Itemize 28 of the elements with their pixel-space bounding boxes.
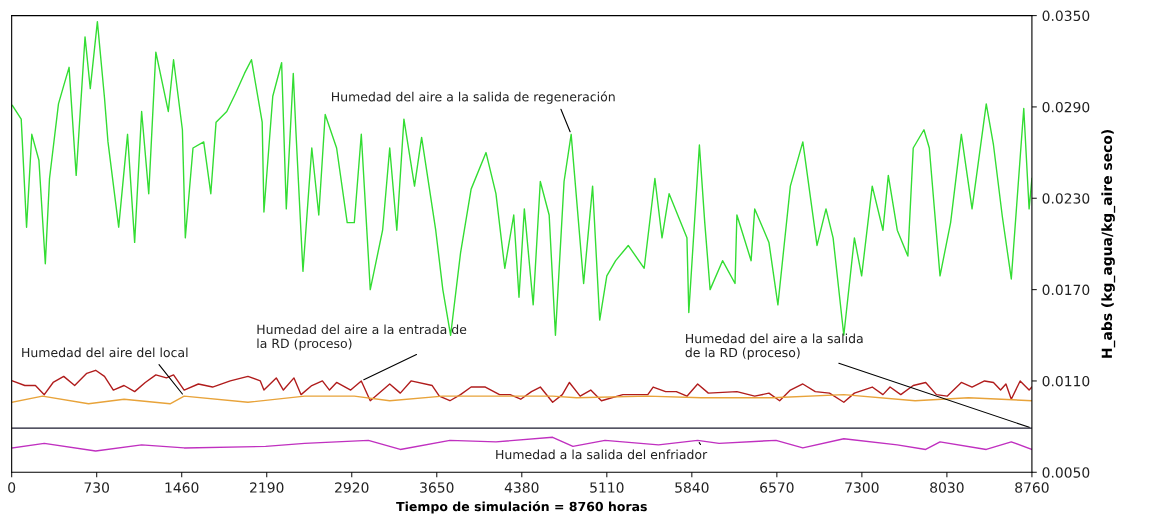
x-axis-title: Tiempo de simulación = 8760 horas xyxy=(396,501,647,514)
text: Humedad del aire a la entrada de la RD (proceso) xyxy=(257,324,467,351)
x-tick-label: 3650 xyxy=(420,482,454,493)
x-tick-label: 1460 xyxy=(165,482,199,493)
x-tick-label: 0 xyxy=(8,482,16,493)
x-tick-label: 2190 xyxy=(250,482,284,493)
y-tick-label: 0.0230 xyxy=(1042,193,1090,204)
x-tick-label: 730 xyxy=(84,482,110,493)
x-tick-label: 7300 xyxy=(845,482,879,493)
line-series xyxy=(11,369,1032,403)
series-label: Humedad del aire a la salida de regeneración xyxy=(332,91,615,104)
y-tick-label: 0.0290 xyxy=(1042,101,1090,113)
y-tick-label: 0.0170 xyxy=(1042,284,1090,296)
x-tick-label: 5840 xyxy=(675,482,709,493)
text: Humedad del aire a la salida de la RD (proceso) xyxy=(685,333,863,360)
x-tick-label: 8030 xyxy=(930,482,964,493)
x-tick-label: 4380 xyxy=(504,482,539,493)
x-tick-label: 6570 xyxy=(760,482,794,493)
x-tick-label: 8760 xyxy=(1015,482,1049,493)
y-tick-label: 0.0110 xyxy=(1042,375,1090,387)
y-tick-label: 0.0350 xyxy=(1042,10,1090,22)
y-tick-label: 0.0050 xyxy=(1042,467,1090,478)
x-tick-label: 2920 xyxy=(335,482,369,493)
y-axis-title: H_abs (kg_agua/kg_aire seco) xyxy=(1101,129,1116,358)
text: Humedad del aire del local xyxy=(22,347,188,358)
line-series xyxy=(11,393,1032,405)
x-tick-label: 5110 xyxy=(590,482,624,493)
series-label: Humedad a la salida del enfriador xyxy=(496,449,708,460)
